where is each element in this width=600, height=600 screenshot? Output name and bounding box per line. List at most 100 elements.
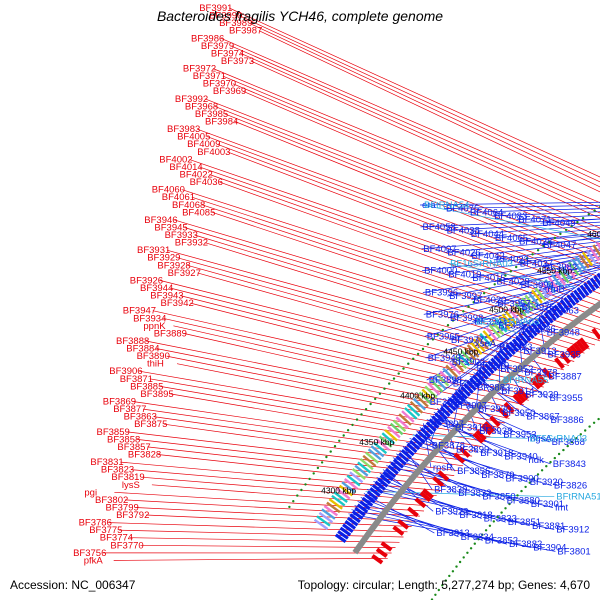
gc-dot — [570, 440, 574, 444]
reverse-strand-gene — [398, 452, 410, 463]
reverse-strand-gene — [484, 363, 495, 375]
gc-dot — [492, 520, 495, 523]
reverse-strand-gene — [436, 409, 448, 420]
cog-category-mark — [404, 407, 418, 420]
cog-category-mark — [439, 370, 453, 384]
cog-category-mark — [338, 484, 354, 497]
reverse-gene-label: BF3941 — [474, 317, 507, 328]
reverse-gene-label: BF3965 — [427, 331, 460, 342]
forward-gene-label: BF3947 — [123, 306, 156, 317]
reverse-strand-gene — [502, 346, 513, 358]
forward-gene-leader-line — [181, 189, 600, 325]
reverse-gene-label: BF3880 — [507, 495, 540, 506]
cog-category-mark — [351, 468, 366, 480]
forward-strand-gene — [458, 446, 471, 458]
reverse-gene-label: BF4023 — [496, 255, 529, 266]
cog-category-mark — [537, 284, 550, 299]
cog-category-mark — [585, 249, 597, 264]
forward-strand-gene — [529, 377, 541, 390]
reverse-strand-gene — [344, 520, 357, 530]
rna-gene-label: BF5SrRNA03 — [530, 433, 588, 444]
forward-gene-label: BF3970 — [203, 79, 236, 90]
forward-gene-leader-line — [248, 22, 600, 188]
forward-gene-label: lysS — [122, 480, 140, 491]
reverse-gene-label: BF4019 — [448, 269, 481, 280]
gc-dot — [498, 278, 502, 282]
cog-category-mark — [445, 364, 459, 378]
cog-category-mark — [575, 256, 587, 271]
forward-gene-label: BF3929 — [147, 253, 180, 264]
forward-strand-gene — [566, 347, 577, 360]
forward-gene-label: BF3968 — [185, 101, 218, 112]
forward-strand-gene — [392, 525, 405, 536]
reverse-strand-gene — [593, 275, 600, 287]
gc-dot — [576, 220, 579, 224]
reverse-strand-gene — [377, 477, 389, 488]
reverse-strand-gene — [422, 424, 434, 435]
gc-dot — [553, 456, 556, 460]
reverse-strand-gene — [469, 377, 480, 389]
reverse-gene-leader-line — [450, 341, 508, 384]
gc-dot — [466, 551, 469, 554]
forward-gene-label: BF4061 — [162, 192, 195, 203]
reverse-gene-leader-line — [447, 397, 550, 443]
forward-gene-label: BF3946 — [144, 215, 177, 226]
forward-gene-label: ppnK — [143, 321, 166, 332]
topology-label: Topology: circular; Length: 5,277,274 bp… — [297, 578, 590, 592]
forward-gene-label: BF3932 — [175, 238, 208, 249]
reverse-gene-label: BF3982 — [544, 262, 577, 273]
cog-category-mark — [592, 244, 600, 257]
reverse-strand-gene — [460, 385, 471, 397]
cog-category-mark — [595, 242, 600, 250]
reverse-strand-gene — [466, 380, 477, 392]
gc-dot — [481, 533, 484, 536]
cog-category-mark — [436, 373, 450, 387]
forward-gene-leader-line — [146, 514, 412, 527]
gc-dot — [493, 283, 496, 286]
gc-dot — [333, 445, 337, 448]
cog-category-mark — [491, 321, 505, 336]
reverse-strand-gene — [384, 467, 397, 479]
cog-category-mark — [581, 251, 594, 267]
reverse-strand-gene — [354, 506, 366, 517]
reverse-strand-gene — [496, 352, 507, 364]
reverse-gene-leader-line — [406, 441, 552, 487]
reverse-strand-gene — [448, 397, 460, 409]
forward-gene-leader-line — [164, 423, 464, 467]
reverse-gene-label: BF3826 — [554, 481, 587, 492]
gc-dot — [553, 236, 556, 240]
forward-gene-leader-line — [216, 143, 600, 289]
cog-category-mark — [521, 297, 534, 312]
gc-dot — [456, 314, 460, 318]
gc-dot — [402, 367, 405, 370]
reverse-gene-label: BF4028 — [519, 237, 552, 248]
gc-dot — [477, 538, 480, 541]
gc-dot — [575, 437, 578, 440]
forward-gene-label: BF3875 — [134, 419, 167, 430]
reverse-gene-leader-line — [516, 214, 600, 220]
reverse-gene-label: BF3886 — [551, 415, 584, 426]
reverse-gene-label: BF4038 — [447, 226, 480, 237]
reverse-strand-gene — [337, 530, 349, 540]
reverse-strand-gene — [472, 374, 483, 386]
reverse-gene-leader-line — [473, 324, 528, 366]
reverse-gene-label: BF3897 — [431, 419, 464, 430]
reverse-gene-label: BF3953 — [503, 430, 536, 441]
reverse-gene-label: BF3907 — [454, 401, 487, 412]
reverse-strand-gene — [586, 279, 596, 292]
reverse-gene-label: BF3963 — [546, 306, 579, 317]
reverse-gene-label: BF4015 — [472, 273, 505, 284]
reverse-strand-gene — [475, 371, 486, 383]
cog-category-mark — [373, 441, 388, 455]
gc-dot — [360, 413, 363, 416]
reverse-gene-label: BF3930 — [478, 404, 511, 415]
gc-dot — [488, 287, 491, 290]
forward-gene-label: BF3859 — [97, 427, 130, 438]
reverse-gene-label: BF3843 — [553, 459, 586, 470]
forward-gene-label: BF3944 — [140, 283, 173, 294]
gc-dot — [458, 560, 462, 564]
reverse-gene-label: BF3937 — [453, 379, 486, 390]
reverse-strand-gene — [579, 284, 590, 297]
forward-gene-leader-line — [166, 249, 575, 362]
reverse-strand-gene — [487, 360, 498, 372]
